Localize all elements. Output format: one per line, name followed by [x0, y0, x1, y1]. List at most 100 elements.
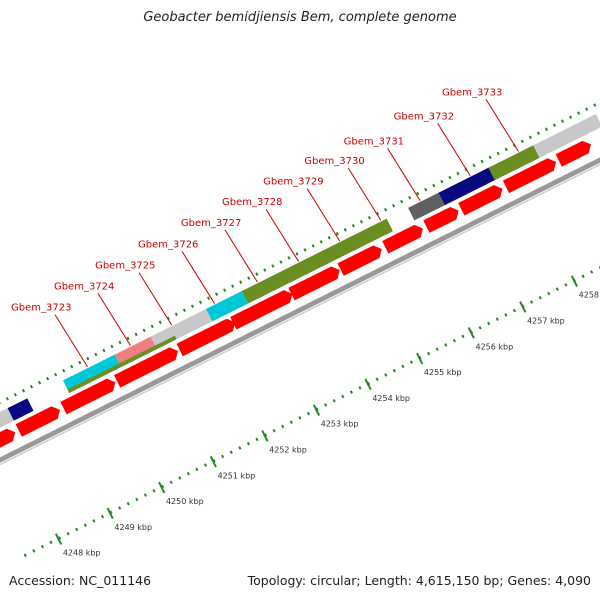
outer-tick — [536, 131, 540, 136]
outer-tick — [190, 304, 194, 309]
outer-tick — [488, 155, 492, 160]
kbp-tick — [58, 536, 62, 540]
cds-arrow — [113, 347, 178, 388]
outer-tick — [206, 296, 211, 300]
outer-tick — [359, 219, 363, 224]
callout-line — [138, 272, 173, 326]
outer-tick — [110, 344, 114, 349]
kbp-tick — [135, 497, 139, 502]
kbp-tick — [530, 300, 534, 304]
outer-tick — [126, 336, 130, 341]
callout-line — [437, 123, 471, 176]
cds-arrow — [176, 318, 236, 357]
kbp-major-tick — [519, 301, 527, 313]
outer-tick — [303, 248, 307, 252]
outer-tick — [367, 215, 372, 220]
outer-tick — [86, 356, 90, 361]
outer-tick — [375, 211, 380, 216]
outer-tick — [134, 332, 138, 337]
outer-tick — [480, 159, 484, 164]
outer-tick — [198, 300, 203, 304]
kbp-tick — [203, 463, 208, 467]
kbp-tick — [306, 411, 311, 416]
kbp-major-tick — [209, 455, 217, 468]
callout-line — [265, 208, 300, 262]
outer-tick — [456, 171, 460, 176]
outer-tick — [54, 372, 58, 377]
cds-arrow — [337, 245, 382, 276]
cds-arrow — [60, 378, 116, 415]
outer-tick — [319, 240, 323, 244]
outer-tick — [424, 187, 428, 192]
kbp-tick — [392, 368, 396, 373]
kbp-tick — [452, 338, 456, 343]
cds-arrow — [0, 428, 16, 448]
kbp-tick — [229, 450, 233, 455]
kbp-tick — [92, 519, 96, 523]
gene-label: Gbem_3730 — [304, 156, 364, 167]
outer-tick — [37, 380, 42, 385]
gene-label: Gbem_3724 — [54, 281, 114, 292]
gene-label: Gbem_3723 — [11, 303, 71, 314]
kbp-tick — [272, 428, 276, 433]
kbp-major-tick — [106, 507, 114, 520]
callout-line — [181, 250, 215, 304]
outer-tick — [263, 268, 267, 272]
gene-label: Gbem_3732 — [394, 111, 454, 122]
kbp-tick — [195, 467, 199, 472]
outer-tick — [239, 280, 243, 284]
gene-label: Gbem_3727 — [181, 218, 241, 229]
kbp-label: 4252 kbp — [269, 445, 307, 454]
genome-summary-text: Topology: circular; Length: 4,615,150 bp… — [247, 573, 591, 588]
kbp-tick — [512, 308, 517, 313]
outer-tick — [158, 320, 162, 325]
kbp-tick — [255, 437, 259, 442]
outer-tick — [150, 324, 154, 329]
outer-tick — [287, 256, 291, 260]
cog-bar — [408, 192, 445, 221]
outer-tick — [544, 127, 549, 132]
accession-text: Accession: NC_011146 — [9, 573, 152, 588]
kbp-tick — [212, 459, 216, 463]
outer-tick — [585, 107, 589, 111]
backbone-shadow — [0, 163, 600, 466]
callout-line — [387, 148, 421, 202]
kbp-tick — [246, 441, 250, 446]
outer-tick — [343, 228, 347, 232]
kbp-tick — [118, 506, 122, 510]
kbp-major-tick — [312, 404, 321, 416]
kbp-major-tick — [261, 430, 269, 442]
kbp-tick — [358, 386, 362, 390]
gene-label: Gbem_3733 — [442, 87, 502, 98]
outer-tick — [118, 340, 122, 345]
kbp-major-tick — [364, 378, 372, 391]
kbp-tick — [332, 398, 336, 403]
map-title: Geobacter bemidjiensis Bem, complete gen… — [143, 10, 457, 25]
kbp-tick — [186, 471, 190, 476]
cds-arrow — [382, 224, 423, 254]
outer-tick — [182, 308, 186, 313]
kbp-major-tick — [54, 533, 63, 545]
kbp-tick — [32, 549, 36, 553]
outer-tick — [62, 368, 66, 373]
outer-tick — [5, 396, 9, 401]
kbp-tick — [238, 446, 242, 450]
cog-bar — [241, 218, 393, 304]
cds-arrow — [502, 158, 557, 194]
outer-tick — [231, 284, 235, 288]
cds-arrow — [230, 290, 293, 330]
outer-tick — [311, 244, 315, 248]
gene-label: Gbem_3729 — [263, 177, 323, 188]
outer-tick — [560, 119, 565, 123]
kbp-tick — [547, 291, 551, 296]
outer-tick — [335, 232, 339, 236]
callout-line — [97, 293, 131, 346]
outer-tick — [569, 115, 573, 119]
cog-bar — [206, 291, 249, 322]
kbp-tick — [152, 489, 156, 493]
outer-tick — [440, 179, 444, 184]
outer-tick — [577, 111, 581, 115]
outer-tick — [279, 260, 283, 264]
outer-tick — [351, 223, 355, 228]
